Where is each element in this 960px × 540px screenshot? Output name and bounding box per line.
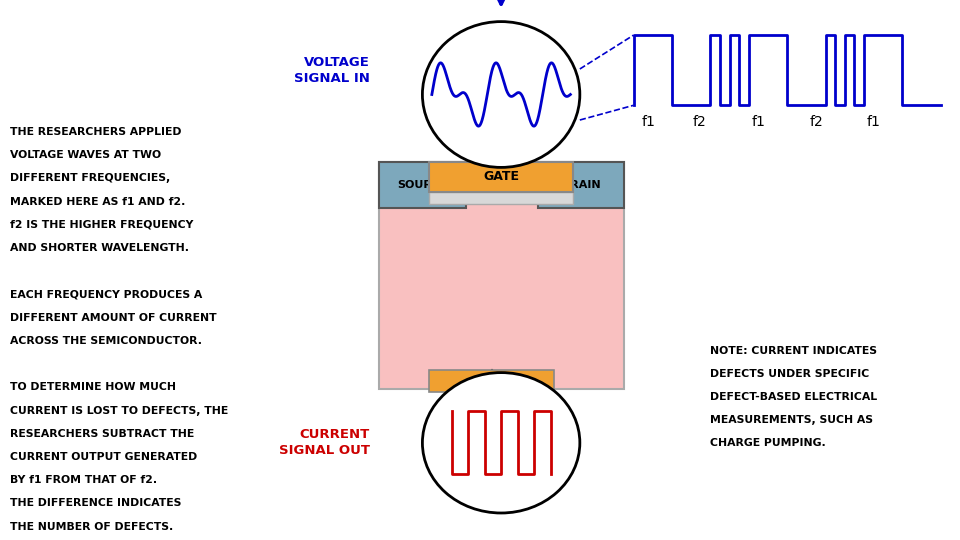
Text: f1: f1 bbox=[867, 114, 880, 129]
Text: DIFFERENT FREQUENCIES,: DIFFERENT FREQUENCIES, bbox=[10, 173, 170, 184]
Text: CURRENT
SIGNAL OUT: CURRENT SIGNAL OUT bbox=[278, 428, 370, 457]
Text: RESEARCHERS SUBTRACT THE: RESEARCHERS SUBTRACT THE bbox=[10, 429, 194, 439]
Text: MEASUREMENTS, SUCH AS: MEASUREMENTS, SUCH AS bbox=[710, 415, 874, 426]
Text: DRAIN: DRAIN bbox=[561, 180, 601, 190]
Text: DEFECTS UNDER SPECIFIC: DEFECTS UNDER SPECIFIC bbox=[710, 369, 870, 379]
Bar bbox=[429, 162, 573, 192]
Text: GATE: GATE bbox=[483, 170, 519, 184]
Text: ACROSS THE SEMICONDUCTOR.: ACROSS THE SEMICONDUCTOR. bbox=[10, 336, 202, 346]
Ellipse shape bbox=[422, 373, 580, 513]
Text: THE DIFFERENCE INDICATES: THE DIFFERENCE INDICATES bbox=[10, 498, 181, 509]
Bar bbox=[379, 162, 466, 208]
Text: CURRENT IS LOST TO DEFECTS, THE: CURRENT IS LOST TO DEFECTS, THE bbox=[10, 406, 228, 416]
Text: f2 IS THE HIGHER FREQUENCY: f2 IS THE HIGHER FREQUENCY bbox=[10, 220, 193, 230]
Bar bbox=[429, 192, 573, 204]
Text: VOLTAGE WAVES AT TWO: VOLTAGE WAVES AT TWO bbox=[10, 150, 160, 160]
Text: AND SHORTER WAVELENGTH.: AND SHORTER WAVELENGTH. bbox=[10, 243, 188, 253]
Text: THE RESEARCHERS APPLIED: THE RESEARCHERS APPLIED bbox=[10, 127, 181, 137]
Text: DEFECT-BASED ELECTRICAL: DEFECT-BASED ELECTRICAL bbox=[710, 392, 877, 402]
Text: MARKED HERE AS f1 AND f2.: MARKED HERE AS f1 AND f2. bbox=[10, 197, 185, 207]
Text: DIFFERENT AMOUNT OF CURRENT: DIFFERENT AMOUNT OF CURRENT bbox=[10, 313, 216, 323]
Text: f1: f1 bbox=[642, 114, 656, 129]
Text: CURRENT OUTPUT GENERATED: CURRENT OUTPUT GENERATED bbox=[10, 452, 197, 462]
Ellipse shape bbox=[422, 22, 580, 167]
Text: VOLTAGE
SIGNAL IN: VOLTAGE SIGNAL IN bbox=[294, 56, 370, 85]
Text: f2: f2 bbox=[693, 114, 707, 129]
Text: CHARGE PUMPING.: CHARGE PUMPING. bbox=[710, 438, 827, 449]
Text: NOTE: CURRENT INDICATES: NOTE: CURRENT INDICATES bbox=[710, 346, 877, 356]
Text: EACH FREQUENCY PRODUCES A: EACH FREQUENCY PRODUCES A bbox=[10, 289, 202, 300]
Bar bbox=[429, 370, 554, 392]
Text: SOURCE: SOURCE bbox=[397, 180, 447, 190]
Text: BY f1 FROM THAT OF f2.: BY f1 FROM THAT OF f2. bbox=[10, 475, 156, 485]
Bar bbox=[379, 162, 624, 389]
Text: f1: f1 bbox=[752, 114, 765, 129]
Text: TO DETERMINE HOW MUCH: TO DETERMINE HOW MUCH bbox=[10, 382, 176, 393]
Text: f2: f2 bbox=[809, 114, 823, 129]
Bar bbox=[538, 162, 624, 208]
Text: THE NUMBER OF DEFECTS.: THE NUMBER OF DEFECTS. bbox=[10, 522, 173, 532]
